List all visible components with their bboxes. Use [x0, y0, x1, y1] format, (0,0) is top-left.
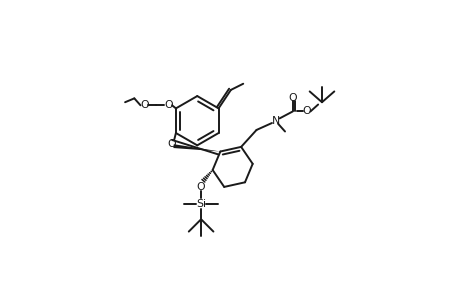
Text: O: O	[168, 139, 176, 149]
Text: O: O	[196, 182, 205, 192]
Text: O: O	[163, 100, 172, 110]
Text: O: O	[140, 100, 148, 110]
Polygon shape	[173, 144, 220, 152]
Text: O: O	[288, 93, 297, 103]
Text: N: N	[271, 116, 280, 126]
Text: O: O	[302, 106, 310, 116]
Text: Si: Si	[196, 199, 206, 209]
